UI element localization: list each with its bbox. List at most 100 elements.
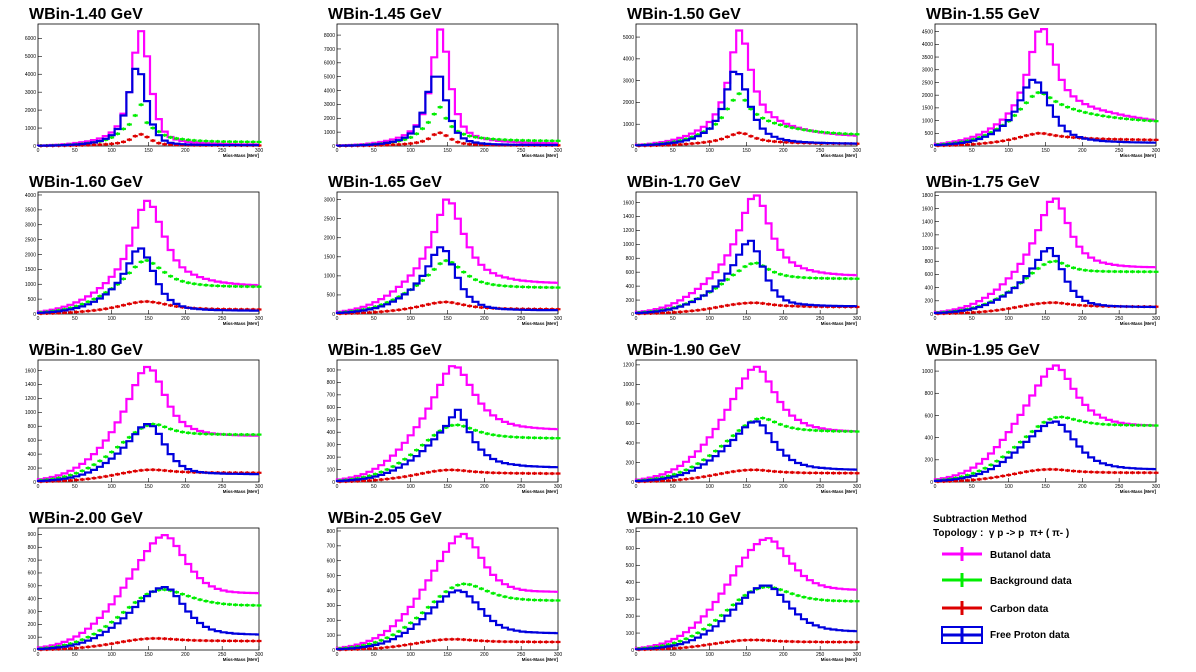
x-tick-label: 50 <box>72 484 78 490</box>
y-tick-label: 300 <box>28 609 37 615</box>
background-series <box>337 582 561 651</box>
x-tick-label: 300 <box>853 316 862 322</box>
y-tick-label: 1000 <box>922 118 933 124</box>
y-tick-label: 1200 <box>623 228 634 234</box>
y-tick-label: 2000 <box>25 252 36 258</box>
x-tick-label: 0 <box>37 148 40 154</box>
y-tick-label: 8000 <box>324 33 335 39</box>
x-tick-label: 50 <box>371 316 377 322</box>
x-tick-label: 100 <box>406 484 415 490</box>
x-tick-label: 0 <box>336 652 339 658</box>
chart-panel: WBin-1.50 GeV 0 1000 2000 3000 4000 5000 0 50 100… <box>598 0 897 168</box>
y-tick-label: 800 <box>925 391 934 397</box>
chart-panel: WBin-2.05 GeV 0 100 200 300 400 500 600 700 800 0 5… <box>299 504 598 672</box>
x-tick-label: 200 <box>779 652 788 658</box>
x-tick-label: 150 <box>144 652 153 658</box>
y-tick-label: 4000 <box>623 57 634 63</box>
x-tick-label: 250 <box>517 316 526 322</box>
x-tick-label: 100 <box>107 484 116 490</box>
chart-panel: WBin-1.85 GeV 0 100 200 300 400 500 600 700 800 90… <box>299 336 598 504</box>
y-tick-label: 0 <box>332 144 335 150</box>
chart-panel: WBin-1.95 GeV 0 200 400 600 800 1000 0 50 100 150 2… <box>897 336 1196 504</box>
plot-frame <box>336 191 559 315</box>
x-tick-label: 150 <box>742 652 751 658</box>
y-tick-label: 500 <box>925 131 934 137</box>
chart-panel: WBin-1.45 GeV 0 1000 2000 3000 4000 5000 6000 70… <box>299 0 598 168</box>
butanol-series <box>335 28 558 147</box>
y-tick-label: 0 <box>33 480 36 486</box>
y-tick-label: 900 <box>327 368 336 374</box>
legend-label-butanol: Butanol data <box>990 550 1051 561</box>
y-tick-label: 0 <box>33 312 36 318</box>
y-tick-label: 400 <box>925 435 934 441</box>
y-tick-label: 800 <box>327 380 336 386</box>
y-tick-label: 3000 <box>623 78 634 84</box>
y-tick-label: 0 <box>332 480 335 486</box>
y-tick-label: 3000 <box>324 102 335 108</box>
y-tick-label: 3000 <box>324 197 335 203</box>
y-tick-label: 400 <box>626 441 635 447</box>
y-tick-label: 6000 <box>324 61 335 67</box>
x-tick-label: 50 <box>72 316 78 322</box>
chart-panel: WBin-1.65 GeV 0 500 1000 1500 2000 2500 3000 0 50… <box>299 168 598 336</box>
y-tick-label: 1800 <box>922 193 933 199</box>
free-proton-series <box>335 246 558 314</box>
butanol-series <box>634 194 857 314</box>
y-tick-label: 2000 <box>324 236 335 242</box>
legend-label-background: Background data <box>990 576 1072 587</box>
y-tick-label: 2000 <box>25 108 36 114</box>
chart-panel: WBin-1.40 GeV 0 1000 2000 3000 4000 5000 6000 0 5… <box>0 0 299 168</box>
background-series <box>337 259 561 315</box>
panel-svg: WBin-1.65 GeV 0 500 1000 1500 2000 2500 3000 0 50… <box>324 174 563 326</box>
y-tick-label: 4500 <box>922 29 933 35</box>
y-tick-label: 1000 <box>623 382 634 388</box>
x-tick-label: 200 <box>480 316 489 322</box>
y-tick-label: 600 <box>626 546 635 552</box>
plot-frame <box>934 191 1157 315</box>
y-tick-label: 500 <box>327 293 336 299</box>
plot-frame <box>37 359 260 483</box>
x-tick-label: 100 <box>406 652 415 658</box>
y-tick-label: 600 <box>327 405 336 411</box>
y-tick-label: 3500 <box>922 55 933 61</box>
y-tick-label: 200 <box>327 618 336 624</box>
y-tick-label: 100 <box>327 633 336 639</box>
y-tick-label: 5000 <box>324 74 335 80</box>
free-proton-series <box>933 420 1156 482</box>
y-tick-label: 1400 <box>623 214 634 220</box>
y-tick-label: 200 <box>925 458 934 464</box>
panel-svg: WBin-1.85 GeV010020030040050060070080090… <box>327 342 563 494</box>
x-axis-label: Miss-Mass [MeV] <box>1120 153 1157 158</box>
x-tick-label: 250 <box>816 316 825 322</box>
y-tick-label: 700 <box>327 544 336 550</box>
x-tick-label: 0 <box>934 148 937 154</box>
panel-svg: WBin-1.80 GeV020040060080010001200140016… <box>25 342 264 494</box>
x-tick-label: 200 <box>181 652 190 658</box>
y-tick-label: 600 <box>626 270 635 276</box>
y-tick-label: 1000 <box>324 130 335 136</box>
x-axis-label: Miss-Mass [MeV] <box>223 489 260 494</box>
plot-frame <box>37 191 260 315</box>
panel-svg: WBin-1.45 GeV010002000300040005000600070… <box>324 6 563 158</box>
legend-method-label: Subtraction Method <box>933 514 1027 525</box>
y-tick-label: 800 <box>327 529 336 535</box>
y-tick-label: 7000 <box>324 47 335 53</box>
panel-svg: WBin-2.10 GeV 0 100 200 300 400 500 600 700 0 50 10… <box>626 510 862 662</box>
x-tick-label: 150 <box>443 148 452 154</box>
butanol-series <box>634 29 857 146</box>
x-tick-label: 250 <box>816 484 825 490</box>
x-tick-label: 0 <box>635 148 638 154</box>
y-tick-label: 0 <box>930 312 933 318</box>
x-tick-label: 200 <box>1078 316 1087 322</box>
x-tick-label: 50 <box>371 148 377 154</box>
x-tick-label: 300 <box>853 148 862 154</box>
x-tick-label: 250 <box>517 148 526 154</box>
y-tick-label: 3500 <box>25 208 36 214</box>
x-tick-label: 100 <box>406 148 415 154</box>
x-tick-label: 250 <box>218 652 227 658</box>
panel-title: WBin-2.00 GeV <box>29 510 143 527</box>
x-tick-label: 250 <box>816 148 825 154</box>
panel-title: WBin-1.40 GeV <box>29 6 143 23</box>
y-tick-label: 900 <box>28 532 37 538</box>
x-tick-label: 150 <box>1041 484 1050 490</box>
